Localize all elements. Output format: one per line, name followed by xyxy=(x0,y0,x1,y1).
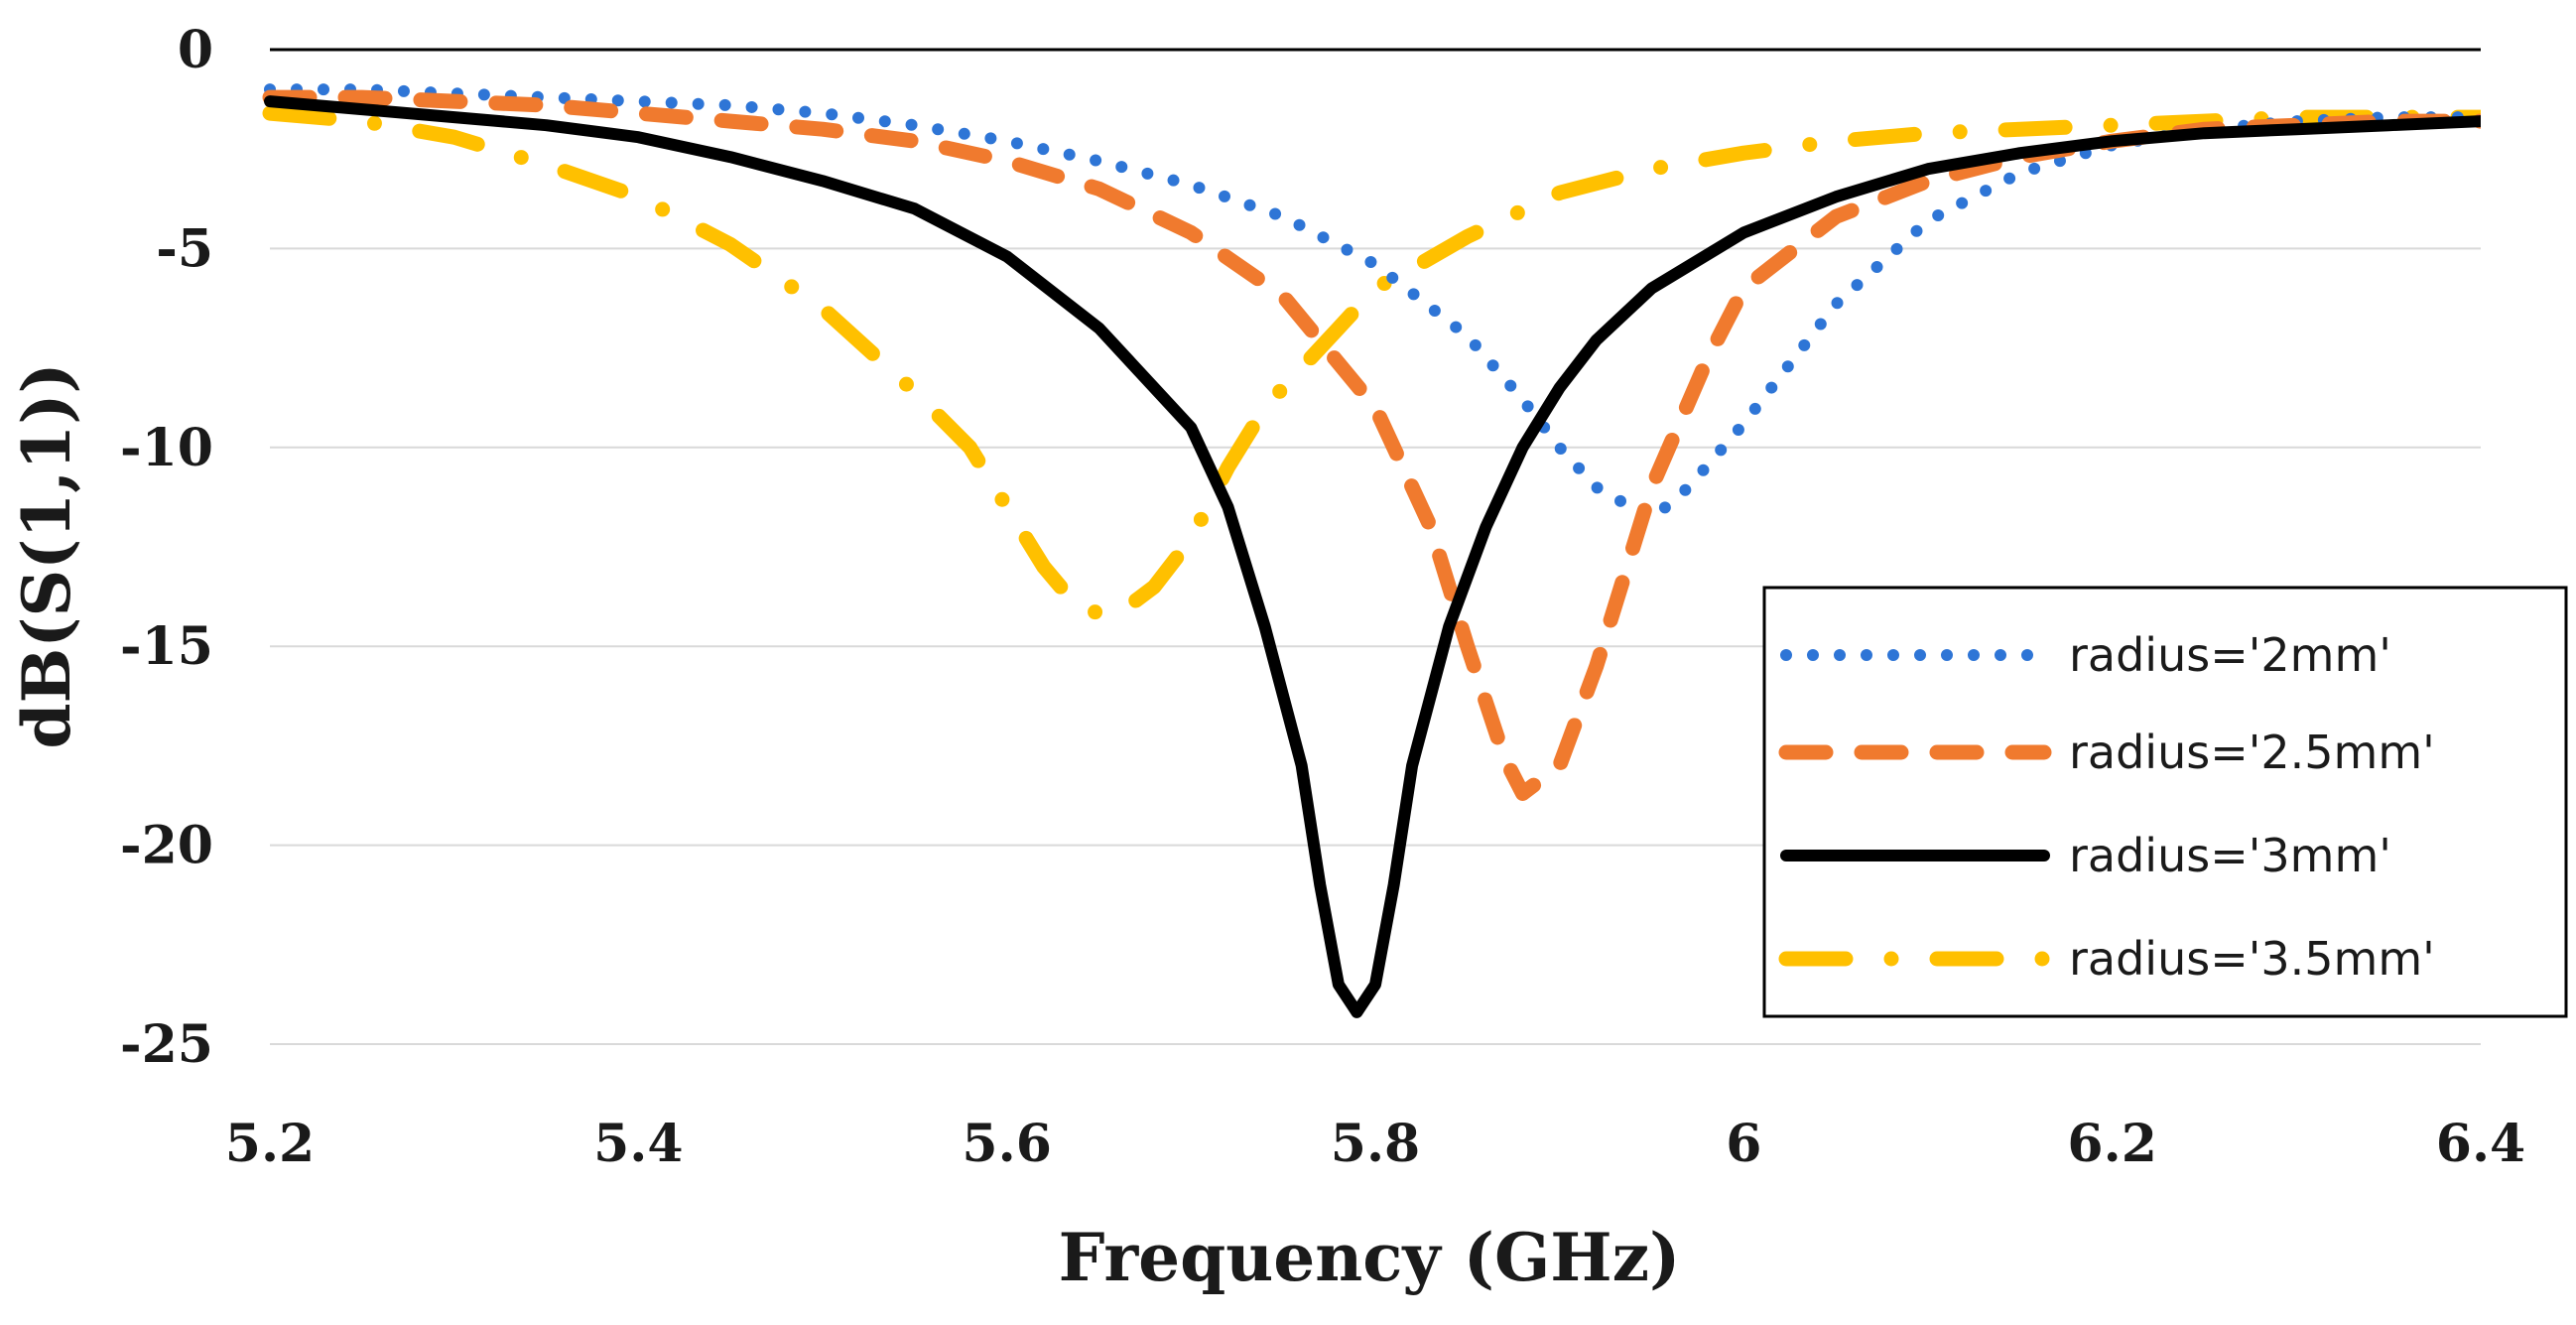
x-tick-label: 5.4 xyxy=(593,1114,683,1174)
legend-label-2: radius='2.5mm' xyxy=(2069,726,2435,779)
x-axis-title: Frequency (GHz) xyxy=(1059,1219,1681,1296)
x-tick-label: 6.2 xyxy=(2067,1114,2156,1174)
legend-label-3: radius='3mm' xyxy=(2069,829,2391,882)
y-tick-label: -20 xyxy=(120,816,213,876)
y-tick-labels: 0 -5 -10 -15 -20 -25 xyxy=(120,20,213,1075)
legend-label-4: radius='3.5mm' xyxy=(2069,932,2435,986)
x-tick-label: 6 xyxy=(1726,1114,1761,1174)
legend-label-1: radius='2mm' xyxy=(2069,628,2391,682)
y-axis-title: dB(S(1,1)) xyxy=(8,362,85,748)
x-tick-label: 6.4 xyxy=(2436,1114,2525,1174)
y-tick-label: -10 xyxy=(120,418,213,478)
x-tick-labels: 5.2 5.4 5.6 5.8 6 6.2 6.4 xyxy=(225,1114,2525,1174)
legend: radius='2mm' radius='2.5mm' radius='3mm' ra… xyxy=(1762,586,2568,1018)
series-line-1 xyxy=(264,83,2481,525)
y-tick-label: -5 xyxy=(156,218,213,279)
gridlines xyxy=(270,48,2481,1045)
x-tick-label: 5.8 xyxy=(1331,1114,1420,1174)
x-tick-label: 5.6 xyxy=(962,1114,1051,1174)
y-tick-label: -25 xyxy=(120,1014,213,1075)
series-line-4 xyxy=(262,105,2481,622)
series-layer xyxy=(262,83,2481,1018)
legend-box xyxy=(1762,586,2568,1018)
x-tick-label: 5.2 xyxy=(225,1114,315,1174)
y-tick-label: 0 xyxy=(178,20,213,80)
y-tick-label: -15 xyxy=(120,616,213,677)
series-line-3 xyxy=(264,95,2481,1018)
